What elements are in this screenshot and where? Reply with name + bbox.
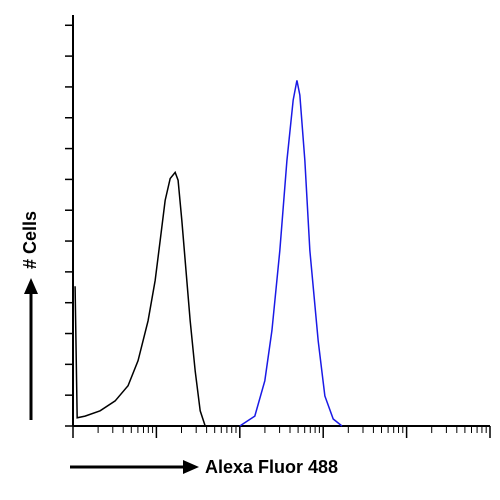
- histogram-line: [74, 170, 206, 427]
- x-axis-label: Alexa Fluor 488: [205, 457, 338, 477]
- y-arrow-head: [24, 278, 38, 294]
- histogram-line: [239, 80, 343, 427]
- y-axis-label: # Cells: [20, 211, 40, 269]
- x-arrow-head: [183, 460, 199, 474]
